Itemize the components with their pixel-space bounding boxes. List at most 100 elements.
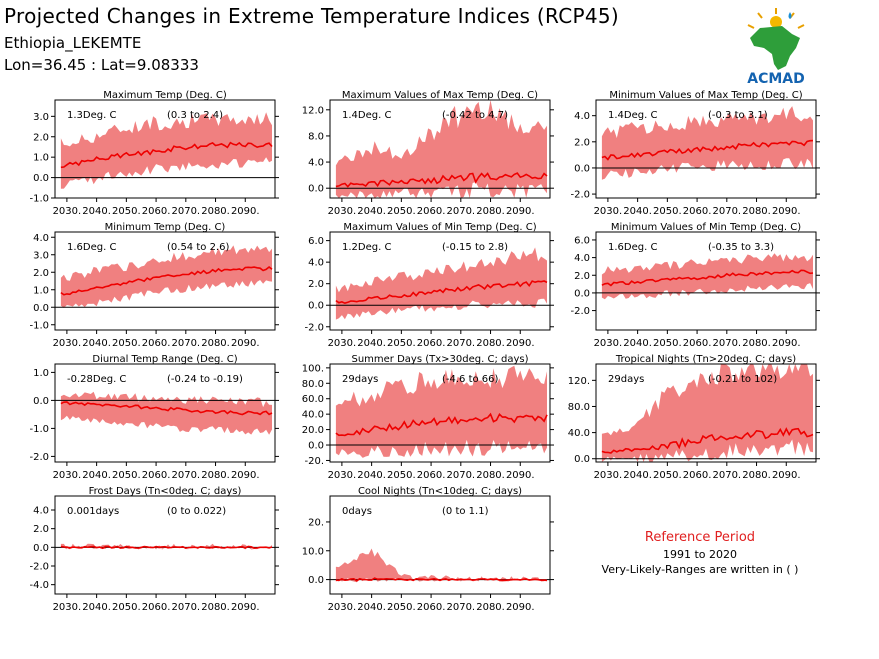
chart-panel-p5: Maximum Values of Min Temp (Deg. C) 6.0 4.… [280,220,560,350]
x-tick-label: 2030. [53,602,82,613]
likely-range: (-0.15 to 2.8) [442,242,508,253]
y-tick-label: 2.0 [33,524,49,535]
y-tick-label: -2.0 [304,322,324,333]
x-tick-label: 2090. [506,338,535,349]
x-tick-label: 2050. [112,338,141,349]
y-tick-label: 2.0 [574,271,590,282]
change-value: 1.4Deg. C [608,110,657,121]
x-tick-label: 2060. [142,602,171,613]
median-line [335,577,548,582]
y-tick-label: 3.0 [33,112,49,123]
likely-range: (-0.3 to 3.1) [708,110,768,121]
x-tick-label: 2030. [328,470,357,481]
median-line [60,265,273,296]
likely-range: (-0.24 to -0.19) [167,374,243,385]
y-tick-label: 10.0 [302,546,324,557]
x-tick-label: 2070. [171,338,200,349]
chart-title: Summer Days (Tx>30deg. C; days) [351,354,528,365]
y-tick-label: 3.0 [33,250,49,261]
y-tick-label: 2.0 [33,268,49,279]
plot-frame [329,231,551,331]
change-value: 29days [342,374,378,385]
y-tick-label: 4.0 [574,111,590,122]
y-tick-label: 6.0 [308,236,324,247]
likely-range: (0 to 0.022) [167,506,226,517]
x-tick-label: 2080. [476,206,505,217]
x-tick-label: 2040. [82,338,111,349]
plot-frame [595,231,817,331]
x-tick-label: 2050. [112,470,141,481]
x-tick-label: 2060. [417,338,446,349]
chart-title: Minimum Temp (Deg. C) [105,222,226,233]
x-tick-label: 2060. [417,470,446,481]
range-band [601,106,813,180]
chart-panel-p3: Minimum Values of Max Temp (Deg. C) 4.0 2.… [546,88,826,218]
x-tick-label: 2030. [53,206,82,217]
chart-panel-p6: Minimum Values of Min Temp (Deg. C) 6.0 4.… [546,220,826,350]
y-tick-label: 80.0 [568,402,590,413]
y-tick-label: 4.0 [308,258,324,269]
plot-frame [329,495,551,595]
x-tick-label: 2040. [623,338,652,349]
y-tick-label: -20. [304,456,324,467]
x-tick-label: 2060. [142,470,171,481]
x-tick-label: 2090. [772,470,801,481]
x-tick-label: 2050. [387,602,416,613]
x-tick-label: 2070. [712,470,741,481]
chart-title: Maximum Temp (Deg. C) [103,90,227,101]
x-tick-label: 2040. [357,602,386,613]
y-tick-label: 1.0 [33,368,49,379]
y-tick-label: -1.0 [29,424,49,435]
x-tick-label: 2070. [712,338,741,349]
x-tick-label: 2090. [772,206,801,217]
x-tick-label: 2080. [476,338,505,349]
x-tick-label: 2060. [683,470,712,481]
chart-panel-p11: Cool Nights (Tn<10deg. C; days) 20. 10.0 0.… [280,484,560,614]
likely-range: (-0.35 to 3.3) [708,242,774,253]
x-tick-label: 2030. [328,602,357,613]
x-tick-label: 2090. [231,602,260,613]
x-tick-label: 2080. [201,338,230,349]
change-value: 1.6Deg. C [67,242,116,253]
plot-frame [54,363,276,463]
chart-title: Cool Nights (Tn<10deg. C; days) [358,486,522,497]
change-value: 0.001days [67,506,119,517]
y-tick-label: 100. [302,363,324,374]
x-tick-label: 2070. [171,206,200,217]
x-tick-label: 2030. [594,470,623,481]
change-value: 1.6Deg. C [608,242,657,253]
y-tick-label: 8.0 [308,131,324,142]
y-tick-label: -2.0 [29,452,49,463]
x-tick-label: 2080. [476,602,505,613]
plot-frame [54,495,276,595]
x-tick-label: 2060. [142,206,171,217]
chart-title: Maximum Values of Max Temp (Deg. C) [342,90,538,101]
chart-title: Minimum Values of Min Temp (Deg. C) [611,222,801,233]
x-tick-label: 2070. [446,206,475,217]
chart-title: Tropical Nights (Tn>20deg. C; days) [615,354,796,365]
y-tick-label: 0.0 [308,301,324,312]
chart-panel-p1: Maximum Temp (Deg. C) 3.0 2.0 1.0 0.0 -1.0 203… [5,88,285,218]
y-tick-label: -4.0 [29,580,49,591]
median-line [335,412,548,437]
y-tick-label: 2.0 [33,132,49,143]
x-tick-label: 2080. [201,206,230,217]
range-band [60,391,273,435]
range-band [601,364,813,462]
x-tick-label: 2080. [742,338,771,349]
chart-panel-p8: Summer Days (Tx>30deg. C; days) 100. 80.0 6… [280,352,560,482]
range-band [335,247,547,320]
likely-range: (-0.42 to 4.7) [442,110,508,121]
plot-frame [595,363,817,463]
range-band [335,365,547,458]
y-tick-label: 0.0 [33,173,49,184]
y-tick-label: 120. [568,376,590,387]
likely-range: (0.54 to 2.6) [167,242,229,253]
range-band [60,245,273,308]
chart-title: Maximum Values of Min Temp (Deg. C) [343,222,536,233]
x-tick-label: 2090. [506,206,535,217]
chart-title: Minimum Values of Max Temp (Deg. C) [609,90,802,101]
x-tick-label: 2090. [231,338,260,349]
median-line [335,280,548,305]
range-band [335,100,547,198]
